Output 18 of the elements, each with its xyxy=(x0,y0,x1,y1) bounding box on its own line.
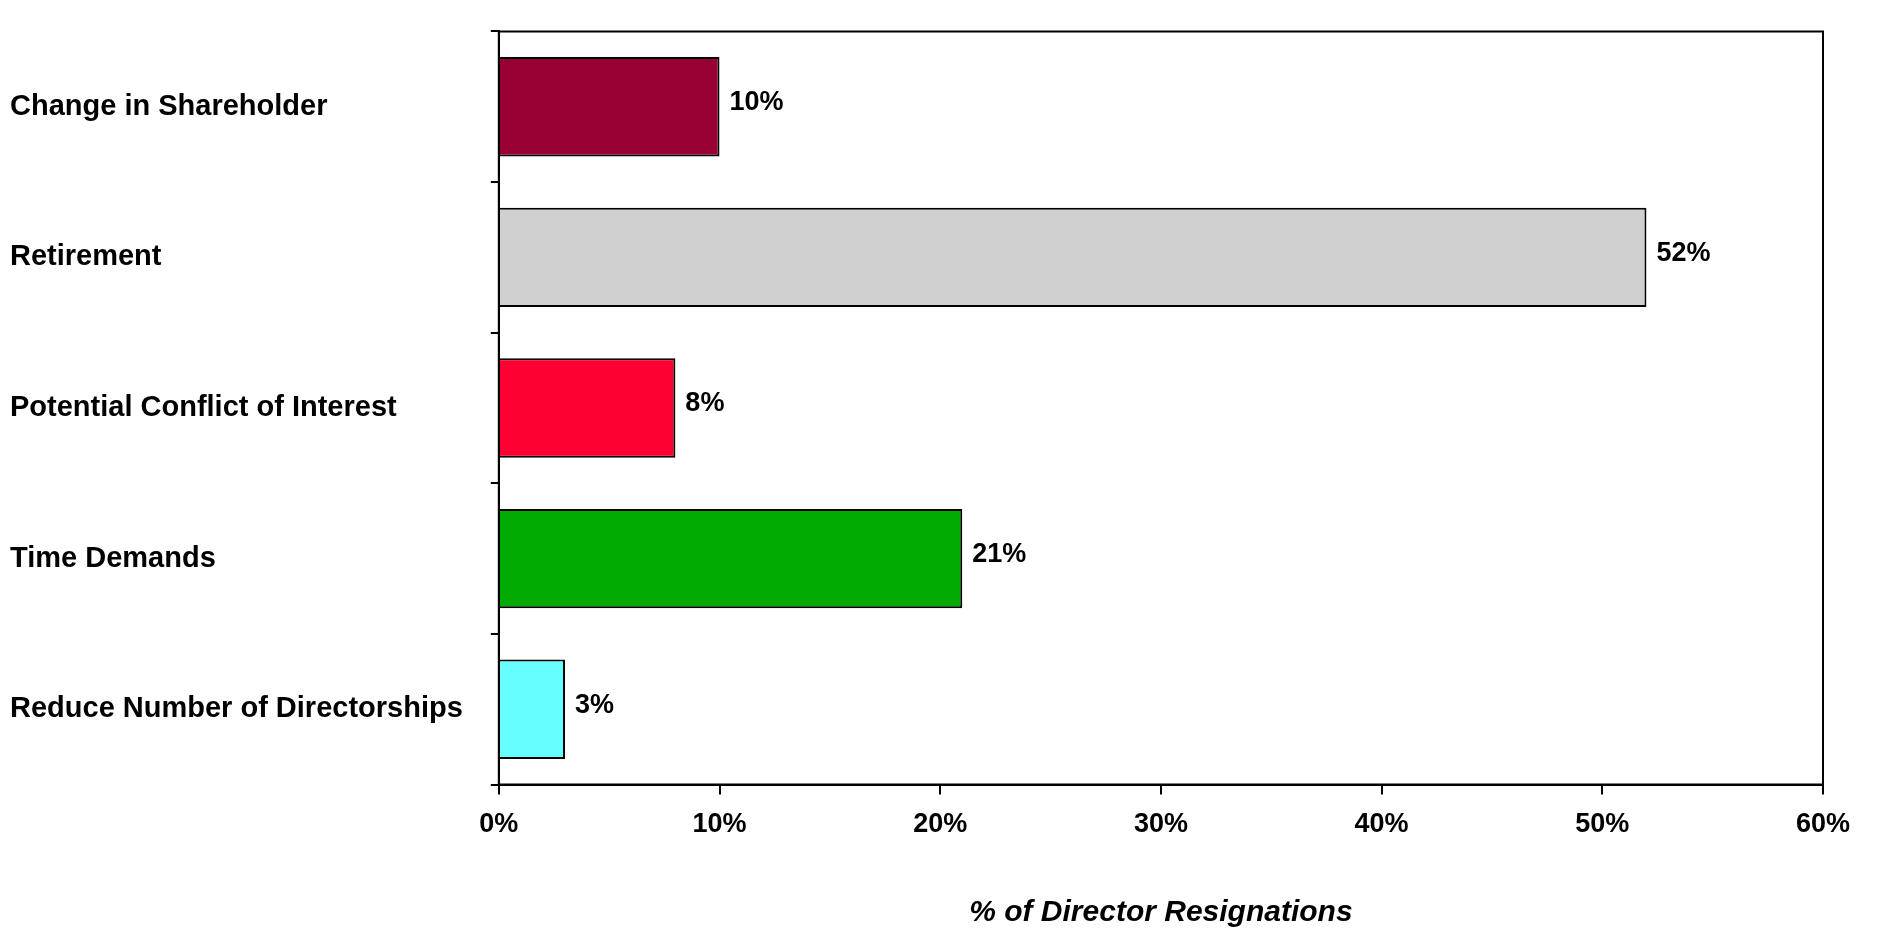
x-tick-label: 60% xyxy=(1795,808,1851,839)
data-label: 3% xyxy=(575,688,615,719)
y-tick-label: Time Demands xyxy=(10,540,216,573)
x-tick-label: 50% xyxy=(1575,808,1630,839)
x-tick-label: 30% xyxy=(1133,808,1188,839)
x-axis-title: % of Director Resignations xyxy=(969,894,1353,928)
x-tick-label: 10% xyxy=(692,808,747,839)
x-tick-label: 40% xyxy=(1354,808,1409,839)
y-tick-label: Change in Shareholder xyxy=(10,88,328,121)
y-tick-label: Retirement xyxy=(10,239,162,272)
data-label: 21% xyxy=(972,538,1027,569)
x-tick-label: 20% xyxy=(913,808,968,839)
data-label: 10% xyxy=(729,86,784,117)
data-label: 52% xyxy=(1656,236,1711,267)
y-tick-label: Potential Conflict of Interest xyxy=(10,390,398,422)
x-tick-label: 0% xyxy=(479,808,519,839)
data-label: 8% xyxy=(685,387,725,418)
y-tick-label: Reduce Number of Directorships xyxy=(10,691,463,724)
